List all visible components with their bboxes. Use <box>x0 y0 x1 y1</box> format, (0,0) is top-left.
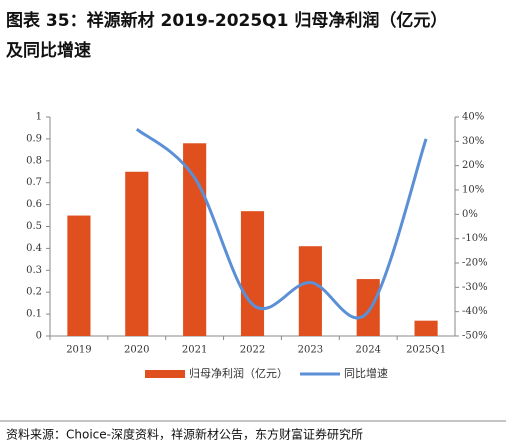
line <box>135 127 428 320</box>
x-tick-label: 2022 <box>240 345 265 356</box>
x-tick-label: 2025Q1 <box>406 345 446 356</box>
y-tick-label: 0.7 <box>26 177 42 188</box>
y2-tick-label: 0% <box>462 209 478 220</box>
y-tick-label: 0.3 <box>26 265 42 276</box>
x-tick-label: 2020 <box>124 345 149 356</box>
bar <box>414 320 438 336</box>
y2-tick-label: -20% <box>462 258 488 269</box>
y-tick-label: 0.9 <box>26 133 42 144</box>
y2-tick-label: -50% <box>462 331 488 342</box>
y2-tick-label: -40% <box>462 306 488 317</box>
y-tick-label: 0.5 <box>26 221 42 232</box>
y-tick-label: 1 <box>36 112 42 123</box>
y2-tick-label: 30% <box>462 136 484 147</box>
y2-tick-label: -10% <box>462 233 488 244</box>
legend-label: 同比增速 <box>344 366 388 380</box>
bar <box>298 246 322 336</box>
bar <box>356 279 380 336</box>
bar <box>240 211 265 336</box>
y-tick-label: 0 <box>36 331 42 342</box>
legend-label: 归母净利润（亿元） <box>189 366 288 380</box>
y-tick-label: 0.1 <box>26 309 42 320</box>
y-tick-label: 0.8 <box>26 155 42 166</box>
bar <box>125 171 149 336</box>
bar <box>67 215 91 336</box>
y2-tick-label: 40% <box>462 112 484 123</box>
y-tick-label: 0.2 <box>26 287 42 298</box>
y-tick-label: 0.6 <box>26 199 42 210</box>
bar <box>183 143 207 336</box>
y2-tick-label: -30% <box>462 282 488 293</box>
x-tick-label: 2019 <box>66 345 91 356</box>
source: 资料来源：Choice-深度资料，祥源新材公告，东方财富证券研究所 <box>6 427 363 442</box>
x-tick-label: 2023 <box>298 345 323 356</box>
chart-subtitle: 及同比增速 <box>6 40 91 61</box>
x-tick-label: 2024 <box>355 345 380 356</box>
legend-swatch <box>145 370 185 378</box>
chart-title: 图表 35：祥源新材 2019-2025Q1 归母净利润（亿元） <box>6 10 447 31</box>
y2-tick-label: 20% <box>462 160 484 171</box>
y2-tick-label: 10% <box>462 185 484 196</box>
y-tick-label: 0.4 <box>26 243 42 254</box>
x-tick-label: 2021 <box>182 345 207 356</box>
